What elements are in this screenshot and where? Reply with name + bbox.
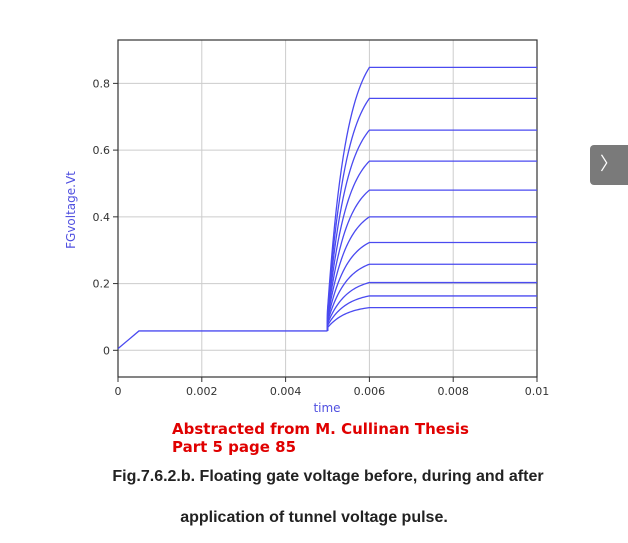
source-credit: Abstracted from M. Cullinan Thesis Part … <box>172 420 469 456</box>
series-line-7 <box>326 189 537 331</box>
credit-line-1: Abstracted from M. Cullinan Thesis <box>172 420 469 438</box>
series-line-4 <box>326 263 537 331</box>
plot-frame <box>117 39 538 378</box>
x-tick-label: 0.004 <box>270 385 302 398</box>
figure-caption-line-1: Fig.7.6.2.b. Floating gate voltage befor… <box>112 468 544 485</box>
series-line-2 <box>326 295 537 331</box>
series-line-6 <box>326 216 537 331</box>
next-slide-button[interactable]: 〉 <box>590 145 628 185</box>
credit-line-2: Part 5 page 85 <box>172 438 297 456</box>
series-line-baseline <box>117 330 328 350</box>
x-tick-label: 0 <box>115 385 122 398</box>
y-axis-label: FGvoltage.Vt <box>64 171 78 249</box>
x-tick-label: 0.01 <box>525 385 550 398</box>
series-line-9 <box>326 129 537 331</box>
y-tick-label: 0.2 <box>93 278 111 291</box>
ticks: 0 0.002 0.004 0.006 0.008 0.01 0 0.2 0.4 0.6 0.8 <box>93 77 550 398</box>
series-line-11 <box>326 66 537 331</box>
figure-caption-line-2: application of tunnel voltage pulse. <box>180 509 448 526</box>
x-tick-label: 0.008 <box>437 385 469 398</box>
y-tick-label: 0 <box>103 344 110 357</box>
series-line-10 <box>326 97 537 331</box>
x-tick-label: 0.006 <box>354 385 386 398</box>
series-line-8 <box>326 160 537 331</box>
y-tick-label: 0.6 <box>93 144 111 157</box>
series-line-5 <box>326 241 537 331</box>
y-tick-label: 0.4 <box>93 211 111 224</box>
series <box>117 66 537 350</box>
series-line-3 <box>326 281 537 331</box>
chevron-right-icon: 〉 <box>600 154 618 175</box>
x-tick-label: 0.002 <box>186 385 218 398</box>
y-tick-label: 0.8 <box>93 77 111 90</box>
x-axis-label: time <box>313 401 340 415</box>
chart: 0 0.002 0.004 0.006 0.008 0.01 0 0.2 0.4 0.6 0.8 F… <box>64 39 550 415</box>
series-line-1 <box>326 306 537 331</box>
